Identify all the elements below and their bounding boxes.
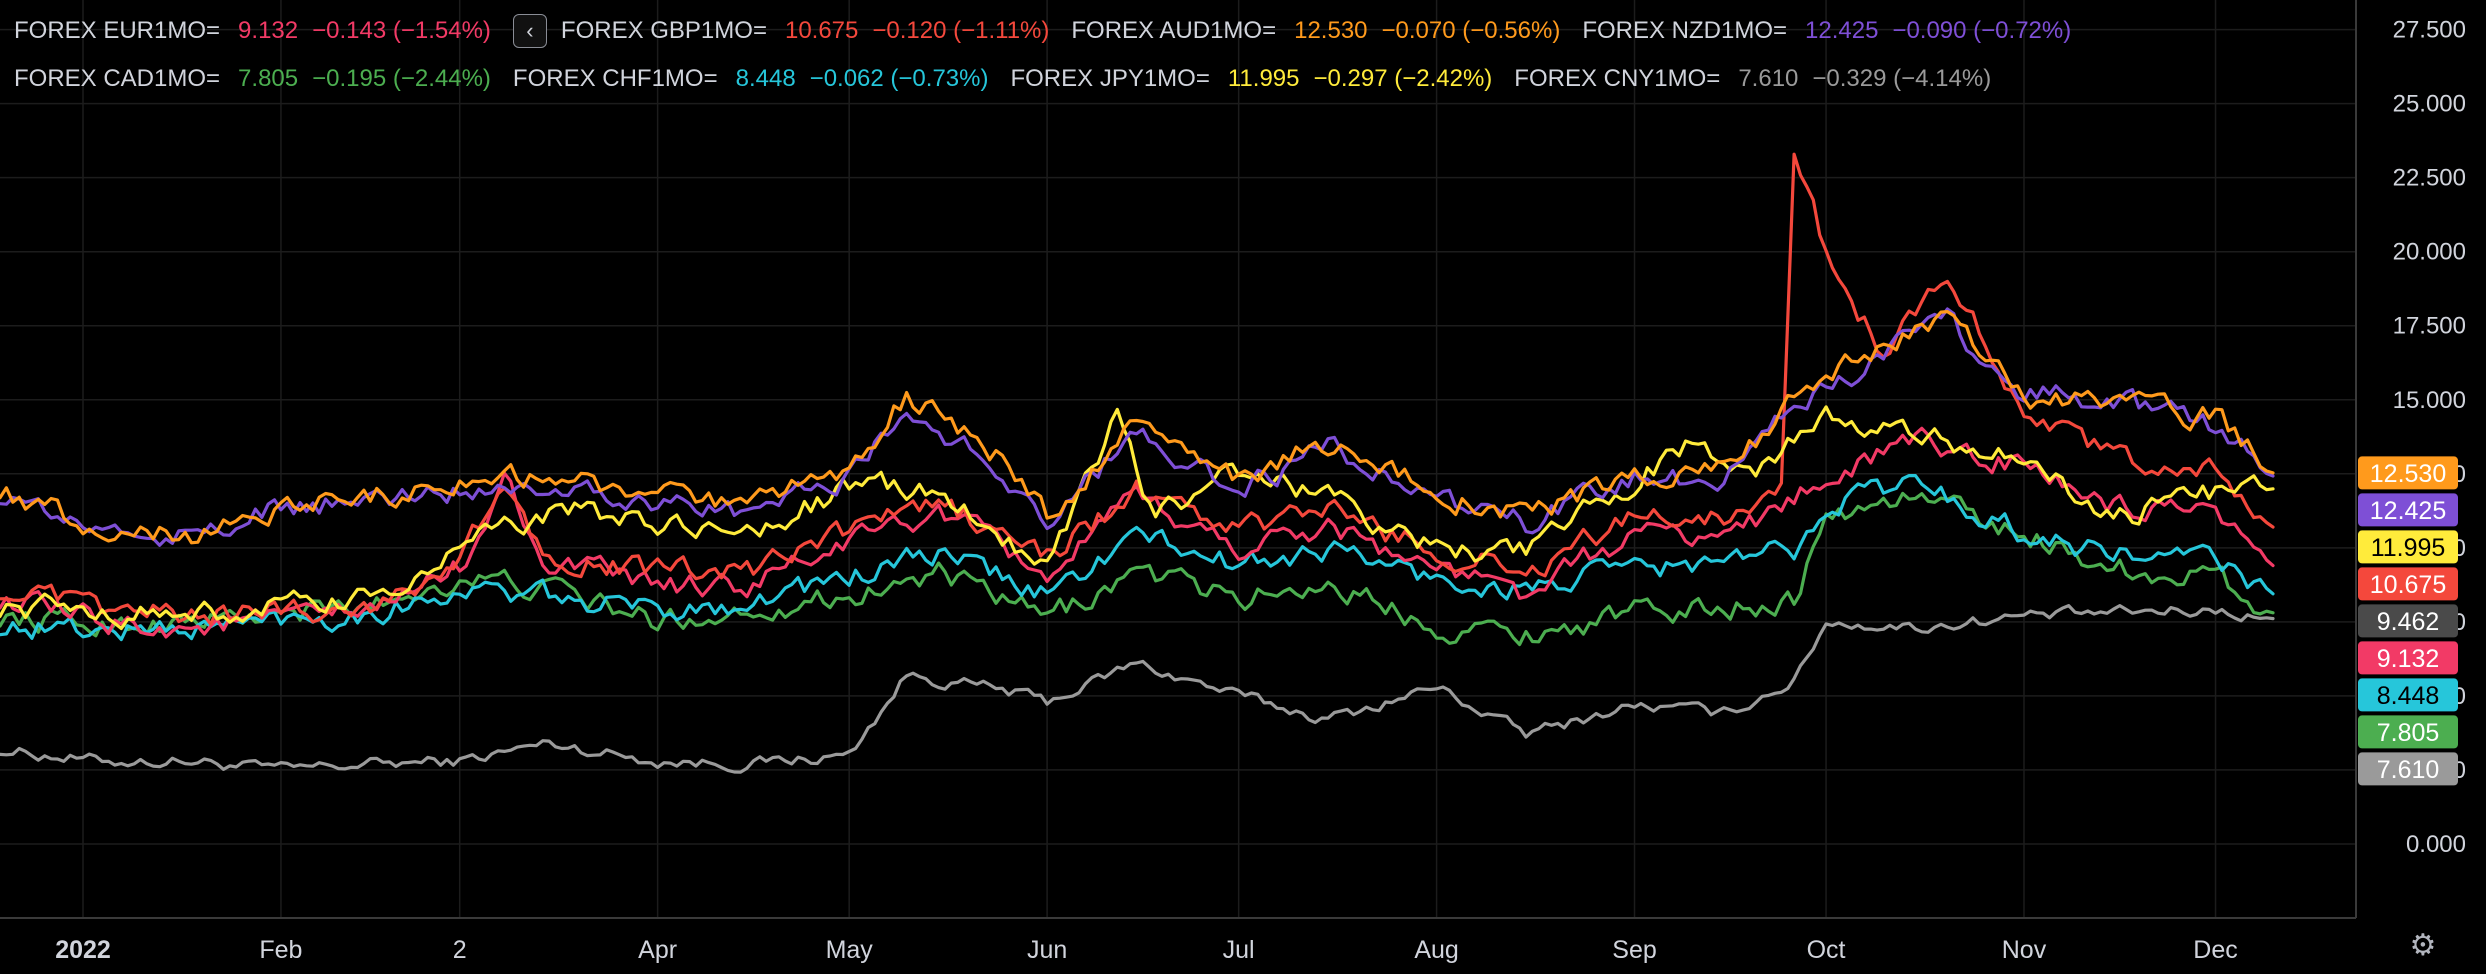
legend-item-cny[interactable]: FOREX CNY1MO= 7.610 −0.329 (−4.14%) (1514, 65, 1991, 93)
x-tick-label: 2 (453, 936, 467, 964)
legend-symbol: FOREX AUD1MO= (1071, 17, 1277, 44)
price-tags: 12.530 12.425 11.995 10.675 9.462 9.132 8.448 7… (2358, 456, 2458, 786)
series-line-jpy (0, 405, 2275, 631)
legend-change: −0.297 (−2.42%) (1313, 65, 1493, 92)
legend-item-aud[interactable]: FOREX AUD1MO= 12.530 −0.070 (−0.56%) (1071, 17, 1560, 45)
legend-value: 12.530 (1294, 17, 1368, 44)
y-tick-label: 17.500 (2393, 313, 2466, 340)
legend-change: −0.070 (−0.56%) (1381, 17, 1561, 44)
legend-change: −0.329 (−4.14%) (1812, 65, 1992, 92)
legend-item-eur[interactable]: FOREX EUR1MO= 9.132 −0.143 (−1.54%) (14, 17, 491, 45)
price-tag-background (2358, 715, 2458, 749)
price-tag-background (2358, 567, 2458, 601)
x-tick-label: Jun (1027, 936, 1067, 964)
x-tick-label: Aug (1414, 936, 1458, 964)
legend-symbol: FOREX CNY1MO= (1514, 65, 1721, 92)
series-line-gbp (0, 152, 2275, 626)
legend-change: −0.090 (−0.72%) (1892, 17, 2072, 44)
legend-symbol: FOREX EUR1MO= (14, 17, 221, 44)
price-tag-background (2358, 493, 2458, 527)
series-legend: FOREX EUR1MO= 9.132 −0.143 (−1.54%) ‹ FO… (0, 0, 2356, 110)
legend-value: 9.132 (238, 17, 299, 44)
y-tick-label: 0.000 (2406, 831, 2466, 858)
price-tag-label: 7.610 (2377, 756, 2440, 784)
price-tag-background (2358, 604, 2458, 638)
price-tag-background (2358, 752, 2458, 786)
series-line-cny (0, 603, 2275, 774)
price-tag-background (2358, 678, 2458, 712)
x-tick-label: Jul (1223, 936, 1255, 964)
chevron-left-icon: ‹ (526, 18, 534, 43)
price-tag-label: 9.462 (2377, 608, 2440, 636)
legend-item-gbp[interactable]: FOREX GBP1MO= 10.675 −0.120 (−1.11%) (561, 17, 1049, 45)
price-tag-label: 12.425 (2370, 497, 2446, 525)
series-line-aud (0, 310, 2275, 545)
legend-value: 12.425 (1805, 17, 1879, 44)
x-tick-label: Nov (2002, 936, 2047, 964)
chart-series-lines (0, 152, 2275, 774)
series-line-cad (0, 491, 2275, 647)
x-tick-label: May (826, 936, 874, 964)
legend-symbol: FOREX CHF1MO= (512, 65, 718, 92)
x-tick-label: 2022 (55, 936, 111, 964)
y-tick-label: 25.000 (2393, 91, 2466, 118)
y-tick-label: 27.500 (2393, 17, 2466, 44)
y-tick-label: 20.000 (2393, 239, 2466, 266)
legend-value: 7.610 (1738, 65, 1799, 92)
x-tick-label: Dec (2193, 936, 2237, 964)
x-tick-label: Oct (1807, 936, 1846, 964)
series-line-nzd (0, 307, 2275, 547)
legend-symbol: FOREX JPY1MO= (1010, 65, 1210, 92)
price-tag-background (2358, 456, 2458, 490)
legend-symbol: FOREX CAD1MO= (14, 65, 221, 92)
x-tick-label: Feb (259, 936, 302, 964)
collapse-legend-button[interactable]: ‹ (512, 14, 547, 48)
legend-change: −0.195 (−2.44%) (312, 65, 491, 92)
price-tag-background (2358, 530, 2458, 564)
series-line-eur (0, 426, 2275, 639)
price-tag-label: 7.805 (2377, 719, 2440, 747)
price-tag-background (2358, 641, 2458, 675)
legend-row-2: FOREX CAD1MO= 7.805 −0.195 (−2.44%) FORE… (14, 65, 2013, 93)
series-line-chf (0, 474, 2275, 642)
y-tick-label: 22.500 (2393, 165, 2466, 192)
time-axis[interactable]: 2022 Feb 2 Apr May Jun Jul Aug Sep Oct Nov Dec (55, 936, 2238, 964)
legend-item-nzd[interactable]: FOREX NZD1MO= 12.425 −0.090 (−0.72%) (1582, 17, 2071, 45)
legend-row-1: FOREX EUR1MO= 9.132 −0.143 (−1.54%) ‹ FO… (14, 14, 2093, 48)
legend-item-chf[interactable]: FOREX CHF1MO= 8.448 −0.062 (−0.73%) (513, 65, 989, 93)
legend-item-jpy[interactable]: FOREX JPY1MO= 11.995 −0.297 (−2.42%) (1010, 65, 1492, 93)
legend-change: −0.143 (−1.54%) (312, 17, 491, 44)
legend-value: 10.675 (784, 17, 859, 44)
legend-change: −0.120 (−1.11%) (872, 17, 1050, 44)
price-tag-label: 10.675 (2370, 571, 2446, 599)
legend-value: 8.448 (735, 65, 796, 92)
gear-icon[interactable]: ⚙ (2409, 929, 2437, 962)
chart-grid (0, 0, 2356, 918)
legend-value: 7.805 (238, 65, 299, 92)
y-tick-label: 15.000 (2393, 387, 2466, 414)
price-tag-label: 11.995 (2371, 534, 2446, 562)
x-tick-label: Sep (1612, 936, 1656, 964)
legend-change: −0.062 (−0.73%) (809, 65, 989, 92)
x-tick-label: Apr (638, 936, 677, 964)
price-tag-label: 12.530 (2370, 460, 2446, 488)
legend-symbol: FOREX GBP1MO= (560, 17, 767, 44)
legend-item-cad[interactable]: FOREX CAD1MO= 7.805 −0.195 (−2.44%) (14, 65, 491, 93)
price-tag-label: 9.132 (2377, 645, 2440, 673)
price-tag-label: 8.448 (2377, 682, 2440, 710)
legend-symbol: FOREX NZD1MO= (1582, 17, 1788, 44)
legend-value: 11.995 (1227, 65, 1300, 92)
